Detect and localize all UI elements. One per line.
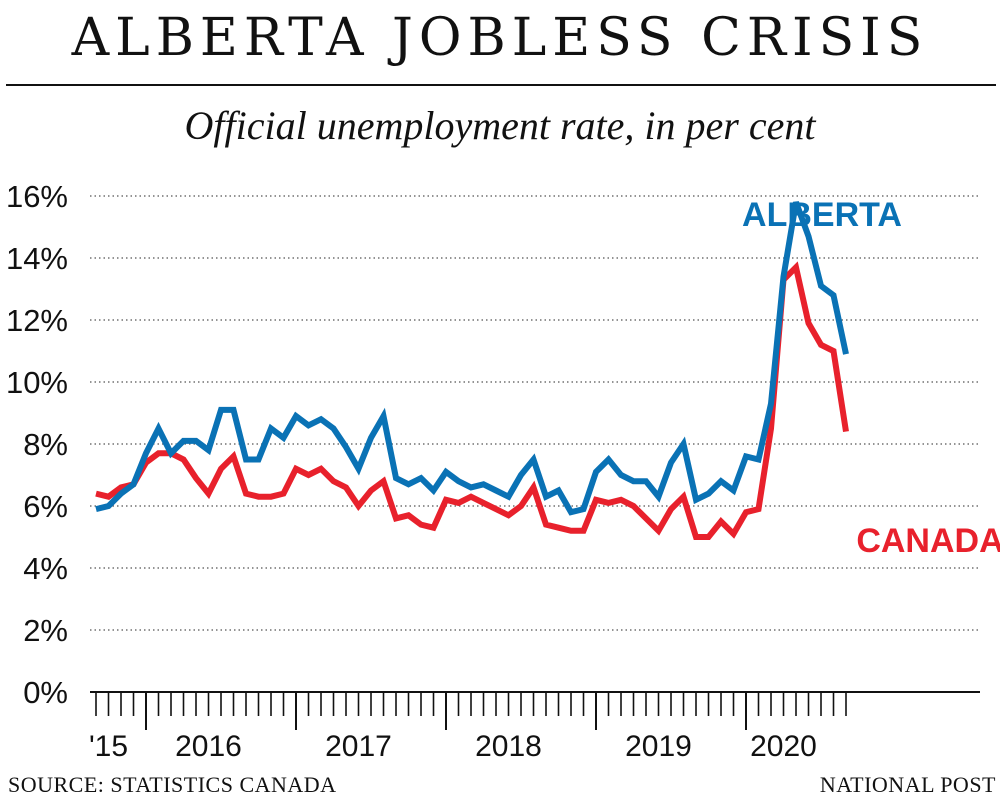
x-axis-tick-labels: '15 2016 2017 2018 2019 2020 — [89, 730, 817, 763]
y-tick-label: 8% — [23, 427, 68, 462]
y-tick-label: 4% — [23, 551, 68, 586]
gridlines — [90, 195, 980, 631]
series-label-canada: CANADA — [856, 522, 1000, 560]
x-tick-label: '15 — [89, 730, 128, 763]
x-axis — [90, 691, 980, 730]
title-divider — [6, 84, 996, 86]
publisher-credit: NATIONAL POST — [819, 772, 996, 797]
chart-subtitle: Official unemployment rate, in per cent — [184, 103, 816, 148]
y-tick-label: 12% — [6, 303, 68, 338]
x-tick-label: 2018 — [475, 730, 542, 763]
source-note: SOURCE: STATISTICS CANADA — [8, 772, 337, 797]
y-tick-label: 2% — [23, 613, 68, 648]
series-label-alberta: ALBERTA — [742, 196, 902, 234]
y-tick-label: 0% — [23, 675, 68, 710]
series-line-alberta — [95, 201, 849, 516]
series-lines — [95, 201, 849, 540]
chart-title: ALBERTA JOBLESS CRISIS — [71, 8, 929, 68]
y-tick-label: 16% — [6, 179, 68, 214]
series-line-canada — [95, 261, 849, 540]
series-labels: ALBERTA CANADA — [742, 196, 1000, 560]
x-tick-label: 2019 — [625, 730, 692, 763]
y-axis-tick-labels: 0% 2% 4% 6% 8% 10% 12% 14% 16% — [6, 179, 68, 710]
x-tick-label: 2020 — [750, 730, 817, 763]
y-tick-label: 6% — [23, 489, 68, 524]
x-tick-label: 2017 — [325, 730, 392, 763]
y-tick-label: 14% — [6, 241, 68, 276]
y-tick-label: 10% — [6, 365, 68, 400]
x-tick-label: 2016 — [175, 730, 242, 763]
